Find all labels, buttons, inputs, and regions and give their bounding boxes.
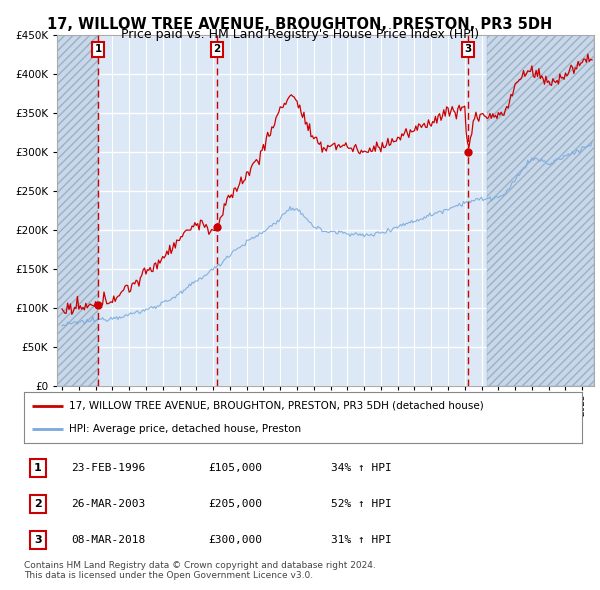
Text: 3: 3 [34, 535, 42, 545]
Text: 2: 2 [34, 499, 42, 509]
Text: £105,000: £105,000 [208, 463, 262, 473]
Text: Price paid vs. HM Land Registry's House Price Index (HPI): Price paid vs. HM Land Registry's House … [121, 28, 479, 41]
Text: 31% ↑ HPI: 31% ↑ HPI [331, 535, 392, 545]
Text: HPI: Average price, detached house, Preston: HPI: Average price, detached house, Pres… [68, 424, 301, 434]
Text: Contains HM Land Registry data © Crown copyright and database right 2024.
This d: Contains HM Land Registry data © Crown c… [24, 560, 376, 580]
Bar [487, 35, 594, 386]
Bar [57, 35, 98, 386]
Text: 34% ↑ HPI: 34% ↑ HPI [331, 463, 392, 473]
Text: 52% ↑ HPI: 52% ↑ HPI [331, 499, 392, 509]
Text: £205,000: £205,000 [208, 499, 262, 509]
Text: 23-FEB-1996: 23-FEB-1996 [71, 463, 146, 473]
Text: 2: 2 [214, 44, 221, 54]
Text: 1: 1 [34, 463, 42, 473]
Bar [57, 35, 98, 386]
Text: 17, WILLOW TREE AVENUE, BROUGHTON, PRESTON, PR3 5DH (detached house): 17, WILLOW TREE AVENUE, BROUGHTON, PREST… [68, 401, 484, 411]
Text: 08-MAR-2018: 08-MAR-2018 [71, 535, 146, 545]
Text: 17, WILLOW TREE AVENUE, BROUGHTON, PRESTON, PR3 5DH: 17, WILLOW TREE AVENUE, BROUGHTON, PREST… [47, 17, 553, 31]
Text: 1: 1 [94, 44, 101, 54]
Text: 3: 3 [464, 44, 472, 54]
Text: £300,000: £300,000 [208, 535, 262, 545]
Text: 26-MAR-2003: 26-MAR-2003 [71, 499, 146, 509]
